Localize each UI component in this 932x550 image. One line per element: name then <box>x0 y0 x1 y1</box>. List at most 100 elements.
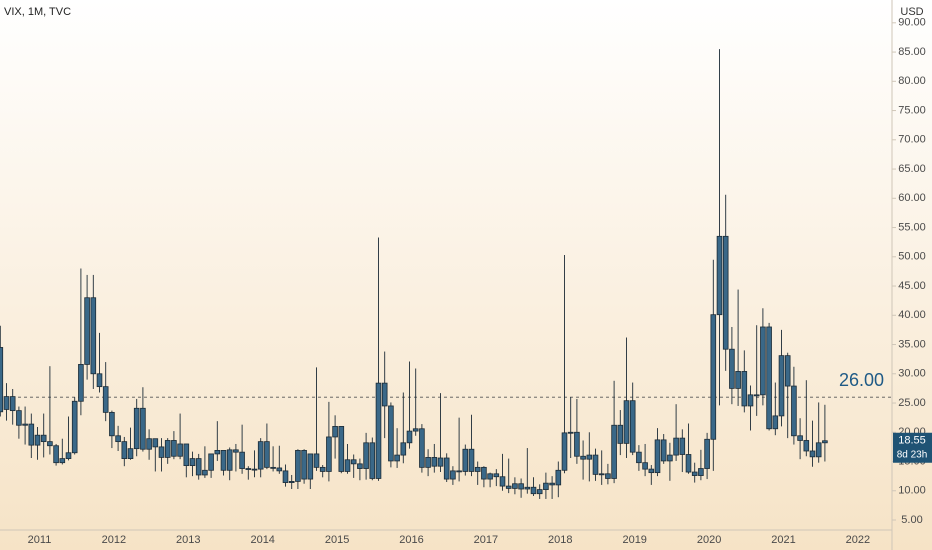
candle-body <box>691 471 698 476</box>
candle-body <box>394 454 400 462</box>
x-tick-label: 2016 <box>399 534 423 546</box>
candle-body <box>202 469 208 476</box>
candle-body <box>146 438 152 450</box>
candle-body <box>406 430 413 444</box>
candle-body <box>487 473 493 480</box>
x-tick-label: 2022 <box>846 534 870 546</box>
candle-body <box>660 439 667 462</box>
candle-body <box>629 400 636 453</box>
candle-body <box>673 437 679 456</box>
candle-body <box>164 440 171 458</box>
candle-body <box>617 424 624 444</box>
candle-body <box>450 470 456 480</box>
plot-area <box>0 49 892 499</box>
candle-body <box>419 428 425 468</box>
candle-body <box>276 467 283 472</box>
y-tick-label: 65.00 <box>898 163 926 175</box>
candle-body <box>729 348 735 389</box>
y-tick-label: 75.00 <box>898 104 926 116</box>
candle-body <box>623 400 630 444</box>
candle-body <box>481 466 487 480</box>
candle-body <box>375 382 382 479</box>
candle-body <box>456 470 462 473</box>
candle-body <box>530 486 537 495</box>
candle-body <box>9 396 16 412</box>
currency-label: USD <box>900 6 923 18</box>
candle-body <box>257 441 264 470</box>
x-tick-label: 2018 <box>548 534 572 546</box>
y-tick-label: 70.00 <box>898 134 926 146</box>
candle-body <box>65 452 72 459</box>
candle-body <box>78 364 84 402</box>
candle-body <box>648 468 655 474</box>
candle-body <box>115 435 121 443</box>
candle-body <box>319 466 326 472</box>
candle-body <box>270 466 276 469</box>
candle-body <box>84 297 90 365</box>
candle-body <box>760 326 766 396</box>
candle-body <box>685 454 692 473</box>
candle-body <box>313 453 320 468</box>
candle-body <box>34 434 41 446</box>
candle-body <box>357 463 363 469</box>
candle-body <box>3 396 10 410</box>
candle-body <box>580 455 586 460</box>
candle-body <box>412 428 419 432</box>
candle-body <box>425 457 431 468</box>
candle-body <box>437 457 444 467</box>
candle-body <box>524 486 531 490</box>
candle-body <box>189 458 196 467</box>
candle-body <box>245 468 252 470</box>
candle-body <box>474 466 481 472</box>
candle-body <box>698 468 704 476</box>
candle-body <box>468 448 475 472</box>
candle-body <box>741 371 748 407</box>
candle-body <box>53 445 59 464</box>
candle-body <box>307 453 314 480</box>
candle-body <box>133 407 140 450</box>
candle-body <box>766 326 772 430</box>
candle-body <box>586 454 593 460</box>
candle-body <box>704 438 710 469</box>
candle-body <box>295 450 301 482</box>
candle-body <box>388 405 394 462</box>
candle-body <box>499 476 506 487</box>
candle-body <box>555 469 562 486</box>
candle-body <box>71 400 78 454</box>
x-tick-label: 2017 <box>474 534 498 546</box>
hline-label: 26.00 <box>839 370 884 390</box>
candle-body <box>574 431 580 457</box>
candle-body <box>512 483 518 489</box>
candle-body <box>803 440 810 452</box>
candle-body <box>332 426 338 438</box>
x-tick-label: 2011 <box>28 534 52 546</box>
candle-body <box>735 371 741 389</box>
candle-body <box>127 448 134 459</box>
candle-body <box>543 482 549 490</box>
candle-body <box>518 483 524 490</box>
y-tick-label: 5.00 <box>901 514 922 526</box>
candle-body <box>121 441 128 459</box>
candle-body <box>567 431 574 434</box>
candle-body <box>344 459 351 472</box>
candle-body <box>233 449 239 453</box>
candle-body <box>710 314 717 440</box>
x-tick-label: 2019 <box>622 534 646 546</box>
candle-body <box>59 458 66 464</box>
y-tick-label: 25.00 <box>898 397 926 409</box>
candle-body <box>822 440 828 444</box>
candle-body <box>381 382 388 407</box>
candle-body <box>772 415 779 430</box>
candle-body <box>90 297 97 375</box>
y-tick-label: 30.00 <box>898 368 926 380</box>
x-tick-label: 2012 <box>102 534 126 546</box>
candle-body <box>326 436 332 472</box>
candle-body <box>239 451 245 469</box>
candle-body <box>462 448 469 472</box>
candle-body <box>642 462 648 470</box>
candle-body <box>400 442 407 456</box>
candle-body <box>251 468 258 471</box>
last-price-box <box>893 432 932 463</box>
